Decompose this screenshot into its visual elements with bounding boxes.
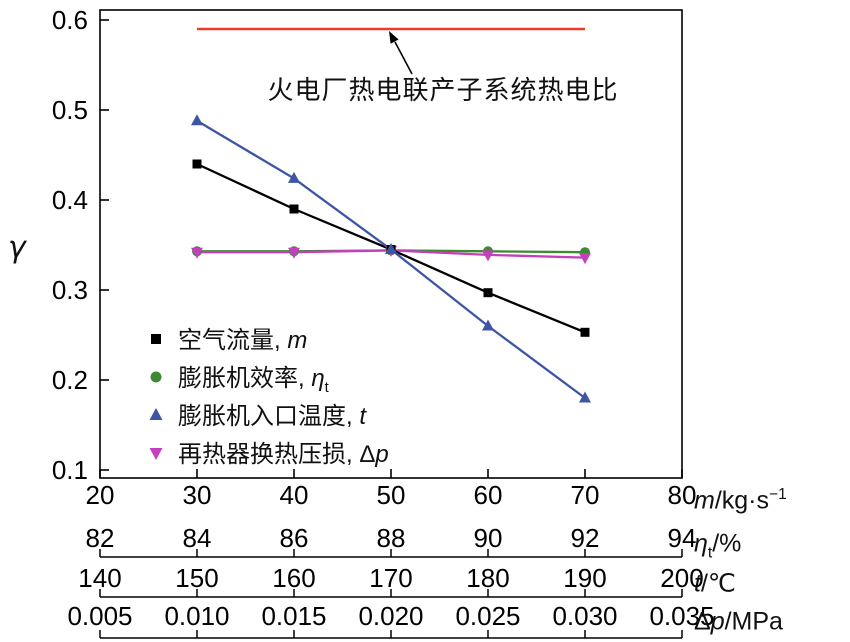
x-tick-label-t: 190 bbox=[563, 563, 606, 593]
annotation-arrow-line bbox=[394, 41, 413, 75]
marker-square bbox=[483, 288, 493, 298]
y-tick-label: 0.3 bbox=[52, 275, 88, 305]
annotation-arrow-head bbox=[389, 31, 399, 44]
x-tick-label-eta: 88 bbox=[377, 523, 406, 553]
x-tick-label-dp: 0.005 bbox=[67, 601, 132, 631]
legend-marker-square bbox=[146, 329, 166, 349]
x-tick-label-t: 160 bbox=[272, 563, 315, 593]
legend-item-expander-efficiency: 膨胀机效率, ηt bbox=[146, 358, 389, 396]
legend-marker-triangle-up bbox=[146, 405, 166, 425]
x-tick-label-eta: 84 bbox=[183, 523, 212, 553]
x-tick-label-t: 170 bbox=[369, 563, 412, 593]
legend-item-inlet-temperature: 膨胀机入口温度, t bbox=[146, 396, 389, 434]
marker-square bbox=[192, 159, 202, 169]
x-tick-label-m: 50 bbox=[377, 480, 406, 510]
x-tick-label-dp: 0.010 bbox=[164, 601, 229, 631]
legend-marker-glyph-triangle-down bbox=[149, 448, 163, 460]
marker-triangle-up bbox=[288, 171, 300, 183]
marker-triangle-down bbox=[482, 250, 494, 262]
x-tick-label-dp: 0.025 bbox=[455, 601, 520, 631]
x-tick-label-eta: 86 bbox=[280, 523, 309, 553]
x-tick-label-dp: 0.035 bbox=[649, 601, 714, 631]
y-tick-label: 0.2 bbox=[52, 365, 88, 395]
marker-triangle-down bbox=[288, 247, 300, 259]
legend-label: 膨胀机效率, ηt bbox=[178, 365, 329, 396]
y-axis-label: γ bbox=[8, 230, 26, 265]
x-tick-label-m: 40 bbox=[280, 480, 309, 510]
marker-triangle-down bbox=[579, 253, 591, 265]
reference-line-label: 火电厂热电联产子系统热电比 bbox=[267, 75, 619, 105]
legend-label: 膨胀机入口温度, t bbox=[178, 403, 367, 431]
x-axis-unit-eta: ηt/% bbox=[694, 529, 742, 562]
x-tick-label-eta: 92 bbox=[571, 523, 600, 553]
legend-label: 空气流量, m bbox=[178, 327, 308, 355]
x-tick-label-t: 200 bbox=[660, 563, 703, 593]
x-tick-label-m: 70 bbox=[571, 480, 600, 510]
x-axis-unit-dp: Δp/MPa bbox=[694, 607, 783, 636]
marker-square bbox=[580, 327, 590, 337]
legend-marker-circle bbox=[146, 367, 166, 387]
x-tick-label-dp: 0.030 bbox=[552, 601, 617, 631]
x-axis-unit-t: t/℃ bbox=[694, 569, 736, 598]
legend-label: 再热器换热压损, Δp bbox=[178, 441, 389, 469]
x-tick-label-m: 30 bbox=[183, 480, 212, 510]
x-tick-label-eta: 82 bbox=[86, 523, 115, 553]
y-tick-label: 0.4 bbox=[52, 185, 88, 215]
x-tick-label-t: 180 bbox=[466, 563, 509, 593]
legend-marker-glyph-circle bbox=[150, 371, 162, 383]
legend-marker-glyph-square bbox=[151, 334, 161, 344]
legend: 空气流量, m 膨胀机效率, ηt 膨胀机入口温度, t 再热器换热压损, Δp bbox=[146, 320, 389, 472]
x-tick-label-m: 20 bbox=[86, 480, 115, 510]
legend-marker-triangle-down bbox=[146, 443, 166, 463]
x-tick-label-m: 80 bbox=[668, 480, 697, 510]
marker-triangle-up bbox=[579, 391, 591, 403]
legend-item-pressure-loss: 再热器换热压损, Δp bbox=[146, 434, 389, 472]
x-tick-label-eta: 94 bbox=[668, 523, 697, 553]
marker-triangle-down bbox=[149, 448, 163, 460]
legend-marker-glyph-triangle-up bbox=[149, 408, 163, 420]
x-tick-label-dp: 0.020 bbox=[358, 601, 423, 631]
marker-square bbox=[151, 334, 161, 344]
marker-circle bbox=[150, 371, 162, 383]
marker-triangle-up bbox=[191, 114, 203, 126]
marker-triangle-up bbox=[149, 408, 163, 420]
y-tick-label: 0.1 bbox=[52, 455, 88, 485]
y-tick-label: 0.5 bbox=[52, 95, 88, 125]
marker-square bbox=[289, 204, 299, 214]
legend-item-air-flow: 空气流量, m bbox=[146, 320, 389, 358]
y-tick-label: 0.6 bbox=[52, 5, 88, 35]
x-tick-label-m: 60 bbox=[474, 480, 503, 510]
x-tick-label-t: 140 bbox=[78, 563, 121, 593]
marker-triangle-up bbox=[385, 243, 397, 254]
x-tick-label-eta: 90 bbox=[474, 523, 503, 553]
marker-triangle-down bbox=[191, 247, 203, 259]
marker-triangle-up bbox=[482, 319, 494, 331]
x-tick-label-t: 150 bbox=[175, 563, 218, 593]
x-axis-unit-m: m/kg·s−1 bbox=[694, 486, 787, 515]
x-tick-label-dp: 0.015 bbox=[261, 601, 326, 631]
